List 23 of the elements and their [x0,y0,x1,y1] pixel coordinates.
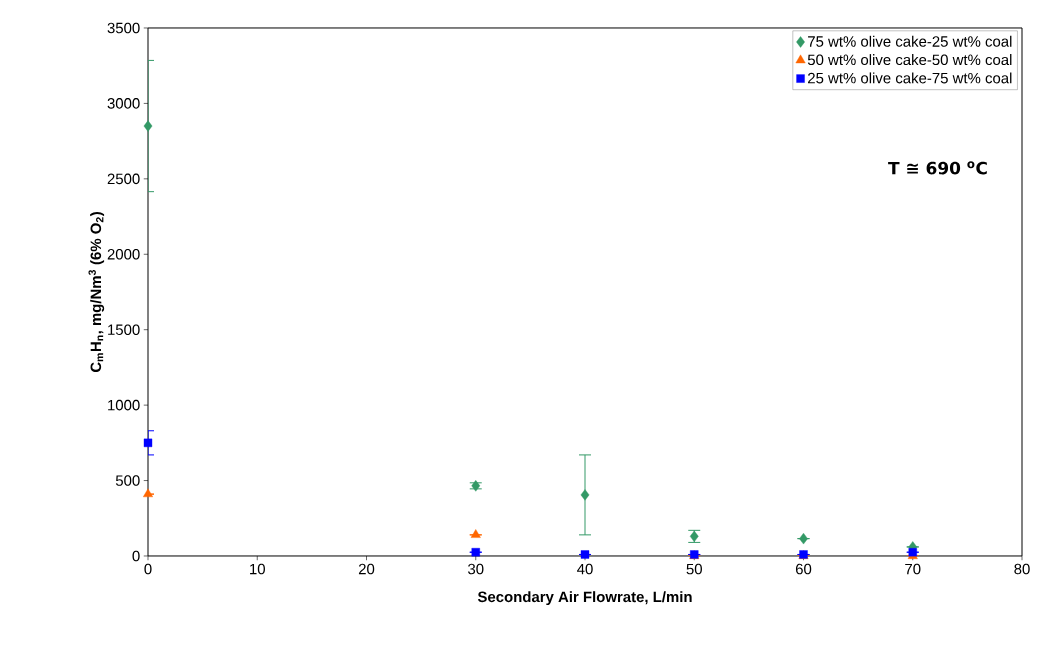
x-tick-label: 70 [905,563,921,575]
y-tick-label: 1500 [108,324,140,335]
x-tick-label: 60 [795,563,812,575]
x-axis-title: Secondary Air Flowrate, L/min [477,591,692,606]
y-tick-label: 500 [115,475,140,486]
x-tick-label: 20 [358,563,375,575]
y-tick-label: 2000 [107,248,140,260]
x-tick-label: 30 [468,563,484,575]
x-tick-label: 10 [250,563,265,575]
y-tick-label: 1000 [108,399,140,411]
y-tick-label: 3500 [107,22,140,34]
y-tick-label: 0 [132,550,140,562]
x-tick-label: 0 [144,563,152,575]
x-tick-label: 80 [1014,563,1030,575]
y-tick-label: 2500 [107,173,140,185]
x-tick-label: 50 [686,563,702,575]
x-tick-label: 40 [577,563,593,575]
annotation: T ≅ 690 $^{o}$C [888,161,987,175]
legend-label: 25 wt% olive cake-75 wt% coal [808,72,1012,84]
text: C$_{m}$H$_{n}$, mg/Nm$^{3}$ (6% O$_{2}$) [88,212,105,373]
legend-label: 75 wt% olive cake-25 wt% coal [808,35,1012,47]
y-tick-label: 3000 [107,98,140,109]
legend-label: 50 wt% olive cake-50 wt% coal [807,54,1012,66]
